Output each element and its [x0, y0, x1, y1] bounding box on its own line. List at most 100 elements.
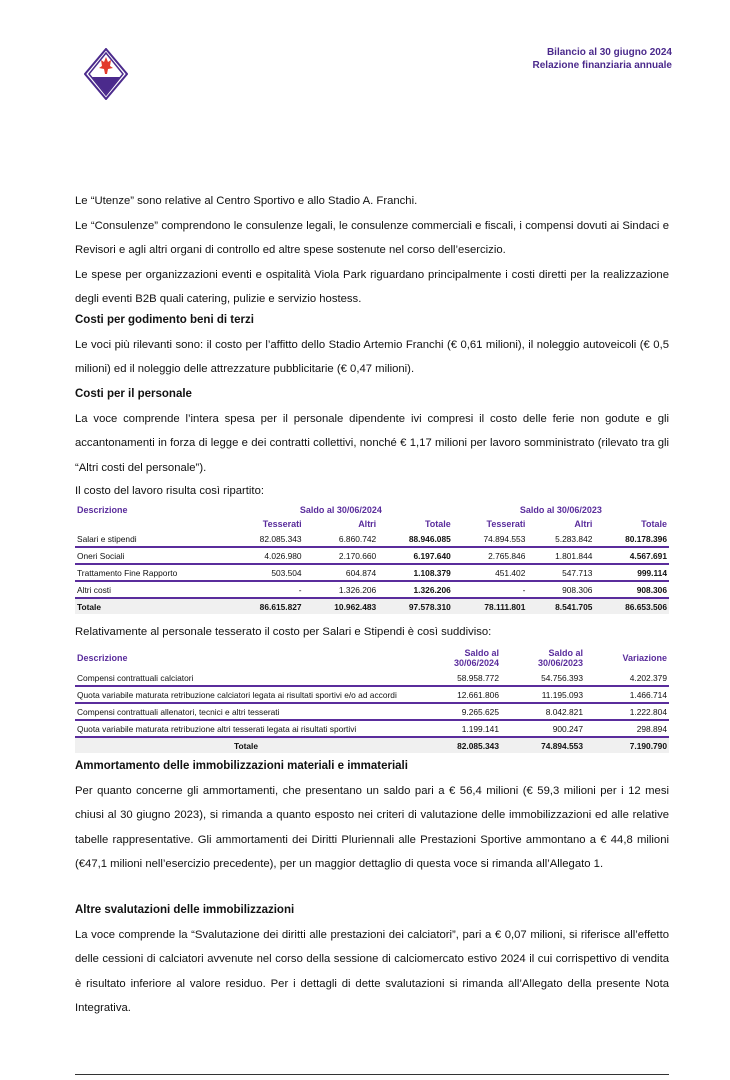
- personnel-cost-table: Descrizione Saldo al 30/06/2024 Saldo al 3…: [75, 503, 669, 614]
- column-header: Variazione: [622, 653, 667, 663]
- column-header: Altri: [574, 519, 593, 529]
- column-header: Saldo al 30/06/2024: [453, 648, 499, 668]
- cell-value: 8.042.821: [501, 703, 585, 721]
- fiorentina-logo: [84, 48, 128, 100]
- row-label: Compensi contrattuali allenatori, tecnic…: [75, 703, 417, 721]
- cell-value: 11.195.093: [501, 686, 585, 704]
- paragraph: Il costo del lavoro risulta così riparti…: [75, 485, 264, 497]
- section-heading: Costi per godimento beni di terzi: [75, 314, 254, 326]
- table-row: Oneri Sociali 4.026.980 2.170.660 6.197.640…: [75, 547, 669, 565]
- column-group-header: Saldo al 30/06/2024: [299, 505, 382, 515]
- row-label: Altri costi: [75, 581, 229, 599]
- row-label: Quota variabile maturata retribuzione al…: [75, 720, 417, 738]
- cell-value: 74.894.553: [452, 531, 528, 548]
- cell-value: 5.283.842: [527, 531, 595, 548]
- table-row: Quota variabile maturata retribuzione ca…: [75, 686, 669, 704]
- section-heading: Ammortamento delle immobilizzazioni mate…: [75, 760, 408, 772]
- header-subtitle: Relazione finanziaria annuale: [532, 60, 672, 71]
- paragraph: Per quanto concerne gli ammortamenti, ch…: [75, 784, 669, 871]
- cell-value: 82.085.343: [229, 531, 304, 548]
- page-header: Bilancio al 30 giugno 2024 Relazione fin…: [533, 46, 672, 72]
- cell-value: 9.265.625: [417, 703, 501, 721]
- table-row: Trattamento Fine Rapporto 503.504 604.874 1…: [75, 564, 669, 582]
- column-header: Totale: [641, 519, 667, 529]
- cell-value: 4.567.691: [594, 547, 669, 565]
- cell-value: 1.199.141: [417, 720, 501, 738]
- row-label: Oneri Sociali: [75, 547, 229, 565]
- row-label: Totale: [75, 598, 229, 614]
- column-header: Saldo al 30/06/2023: [537, 648, 583, 668]
- cell-value: 1.222.804: [585, 703, 669, 721]
- table-total-row: Totale 86.615.827 10.962.483 97.578.310 78.1…: [75, 598, 669, 614]
- column-header: Descrizione: [77, 505, 128, 515]
- section-personale: Costi per il personale La voce comprende…: [75, 382, 669, 502]
- paragraph: Relativamente al personale tesserato il …: [75, 626, 492, 638]
- intro-block: Le “Utenze” sono relative al Centro Spor…: [75, 189, 669, 312]
- column-header: Altri: [358, 519, 377, 529]
- table-row: Compensi contrattuali allenatori, tecnic…: [75, 703, 669, 721]
- column-header: Tesserati: [262, 519, 302, 529]
- salaries-table: Descrizione Saldo al 30/06/2024 Saldo al 3…: [75, 646, 669, 753]
- cell-value: 2.765.846: [452, 547, 528, 565]
- cell-value: 604.874: [303, 564, 379, 582]
- cell-value: 908.306: [594, 581, 669, 599]
- column-header: Descrizione: [77, 653, 128, 663]
- row-label: Trattamento Fine Rapporto: [75, 564, 229, 582]
- header-title: Bilancio al 30 giugno 2024: [546, 47, 672, 58]
- cell-value: 451.402: [452, 564, 528, 582]
- cell-value: 1.326.206: [303, 581, 379, 599]
- table-row: Compensi contrattuali calciatori 58.958.7…: [75, 670, 669, 687]
- cell-value: 12.661.806: [417, 686, 501, 704]
- row-label: Quota variabile maturata retribuzione ca…: [75, 686, 417, 704]
- cell-value: 88.946.085: [378, 531, 453, 548]
- table-total-row: Totale 82.085.343 74.894.553 7.190.790: [75, 737, 669, 753]
- row-label: Totale: [75, 737, 417, 753]
- cell-value: 82.085.343: [417, 737, 501, 753]
- cell-value: 1.326.206: [378, 581, 453, 599]
- cell-value: 547.713: [527, 564, 595, 582]
- section-heading: Costi per il personale: [75, 388, 192, 400]
- cell-value: 999.114: [594, 564, 669, 582]
- paragraph: Le “Consulenze” comprendono le consulenz…: [75, 219, 669, 257]
- paragraph: La voce comprende l’intera spesa per il …: [75, 412, 669, 474]
- cell-value: 1.801.844: [527, 547, 595, 565]
- cell-value: 4.202.379: [585, 670, 669, 687]
- cell-value: 74.894.553: [501, 737, 585, 753]
- column-header: Tesserati: [486, 519, 526, 529]
- table-row: Quota variabile maturata retribuzione al…: [75, 720, 669, 738]
- paragraph: Le “Utenze” sono relative al Centro Spor…: [75, 195, 418, 207]
- section-ammortamento: Ammortamento delle immobilizzazioni mate…: [75, 754, 669, 877]
- cell-value: 10.962.483: [303, 598, 379, 614]
- cell-value: 8.541.705: [527, 598, 595, 614]
- cell-value: 908.306: [527, 581, 595, 599]
- section-svalutazioni: Altre svalutazioni delle immobilizzazion…: [75, 898, 669, 1021]
- column-group-header: Saldo al 30/06/2023: [519, 505, 602, 515]
- cell-value: 97.578.310: [378, 598, 453, 614]
- cell-value: 80.178.396: [594, 531, 669, 548]
- column-header: Totale: [424, 519, 451, 529]
- cell-value: 58.958.772: [417, 670, 501, 687]
- cell-value: 503.504: [229, 564, 304, 582]
- row-label: Salari e stipendi: [75, 531, 229, 548]
- cell-value: 2.170.660: [303, 547, 379, 565]
- cell-value: 6.197.640: [378, 547, 453, 565]
- cell-value: 78.111.801: [452, 598, 528, 614]
- section-tesserati: Relativamente al personale tesserato il …: [75, 620, 669, 645]
- table-row: Salari e stipendi 82.085.343 6.860.742 88.9…: [75, 531, 669, 548]
- paragraph: La voce comprende la “Svalutazione dei d…: [75, 928, 669, 1015]
- footer-rule: [75, 1074, 669, 1075]
- cell-value: 6.860.742: [303, 531, 379, 548]
- cell-value: 86.615.827: [229, 598, 304, 614]
- cell-value: 1.108.379: [378, 564, 453, 582]
- cell-value: 298.894: [585, 720, 669, 738]
- section-heading: Altre svalutazioni delle immobilizzazion…: [75, 904, 295, 916]
- cell-value: 7.190.790: [585, 737, 669, 753]
- cell-value: 54.756.393: [501, 670, 585, 687]
- cell-value: -: [229, 581, 304, 599]
- cell-value: 86.653.506: [594, 598, 669, 614]
- paragraph: Le spese per organizzazioni eventi e osp…: [75, 268, 669, 306]
- cell-value: 900.247: [501, 720, 585, 738]
- cell-value: 4.026.980: [229, 547, 304, 565]
- cell-value: 1.466.714: [585, 686, 669, 704]
